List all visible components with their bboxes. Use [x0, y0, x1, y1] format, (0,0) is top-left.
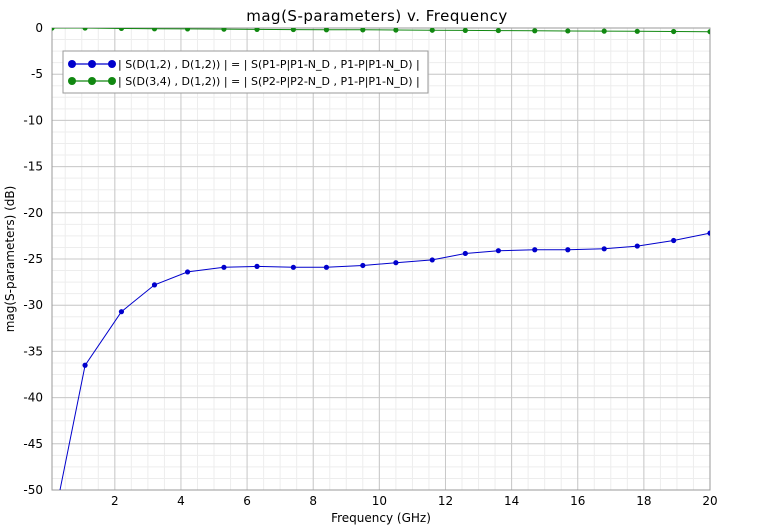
series-line-2 — [52, 28, 710, 33]
grid — [52, 27, 711, 491]
data-point — [323, 28, 330, 33]
data-point — [393, 28, 399, 33]
legend-label-1: | S(D(1,2) , D(1,2)) | = | S(P1-P|P1-N_D… — [118, 58, 420, 71]
data-point — [565, 28, 571, 34]
data-point — [52, 28, 55, 31]
legend-marker — [108, 60, 116, 68]
plot-area — [51, 27, 711, 491]
data-point — [707, 230, 710, 236]
x-tick-label: 4 — [177, 494, 185, 508]
chart-title: mag(S-parameters) v. Frequency — [246, 7, 507, 25]
data-point — [532, 28, 538, 34]
data-point — [360, 262, 366, 269]
y-tick-label: -40 — [23, 391, 43, 405]
legend-marker — [88, 60, 96, 68]
y-tick-label: -30 — [23, 298, 43, 312]
legend-marker — [108, 77, 116, 85]
x-axis-label: Frequency (GHz) — [331, 511, 431, 525]
data-point — [254, 28, 260, 32]
data-point — [118, 28, 125, 32]
y-tick-label: -25 — [23, 252, 43, 266]
data-point — [49, 527, 54, 532]
data-point — [393, 260, 399, 266]
x-tick-label: 6 — [243, 494, 251, 508]
data-point — [671, 237, 677, 244]
data-point — [565, 247, 571, 253]
data-point — [221, 28, 227, 32]
y-axis: 0 -5 -10 -15 -20 -25 -30 -35 -40 -45 -50 — [23, 21, 43, 497]
legend: | S(D(1,2) , D(1,2)) | = | S(P1-P|P1-N_D… — [62, 50, 429, 94]
series-layer — [49, 28, 710, 532]
y-tick-label: -10 — [23, 113, 43, 127]
data-point — [290, 264, 296, 270]
data-point — [151, 28, 158, 32]
y-tick-label: -15 — [23, 160, 43, 174]
y-tick-label: -50 — [23, 483, 43, 497]
data-point — [532, 247, 538, 253]
y-tick-label: -5 — [31, 67, 43, 81]
data-point — [221, 264, 227, 270]
legend-label-2: | S(D(3,4) , D(1,2)) | = | S(P2-P|P2-N_D… — [118, 75, 420, 88]
data-point — [290, 28, 296, 33]
data-point — [495, 28, 501, 34]
data-point — [184, 28, 191, 32]
y-tick-label: -20 — [23, 206, 43, 220]
data-point — [429, 28, 435, 33]
x-tick-label: 8 — [309, 494, 317, 508]
data-point — [634, 243, 640, 249]
data-point — [671, 28, 677, 35]
data-point — [601, 28, 607, 34]
series-line-1 — [59, 232, 710, 490]
data-point — [360, 28, 366, 33]
data-point — [601, 246, 607, 252]
data-point — [462, 250, 468, 257]
x-tick-label: 2 — [111, 494, 119, 508]
data-point — [323, 264, 330, 270]
data-point — [184, 269, 191, 275]
data-point — [707, 29, 710, 35]
data-point — [429, 257, 435, 263]
x-tick-label: 12 — [438, 494, 453, 508]
legend-marker — [68, 60, 76, 68]
data-point — [462, 28, 468, 34]
x-axis: 2 4 6 8 10 12 14 16 18 20 — [111, 494, 718, 508]
y-tick-label: 0 — [35, 21, 43, 35]
data-point — [118, 309, 125, 315]
legend-marker — [68, 77, 76, 85]
data-point — [82, 28, 88, 31]
data-point — [495, 248, 501, 254]
data-point — [82, 362, 88, 368]
y-tick-label: -35 — [23, 344, 43, 358]
data-point — [151, 282, 158, 288]
y-axis-label: mag(S-parameters) (dB) — [3, 186, 17, 333]
y-tick-label: -45 — [23, 437, 43, 451]
x-tick-label: 14 — [504, 494, 519, 508]
x-tick-label: 18 — [636, 494, 651, 508]
x-tick-label: 10 — [372, 494, 387, 508]
legend-box — [62, 50, 429, 94]
x-tick-label: 20 — [702, 494, 717, 508]
data-point — [254, 263, 260, 269]
x-tick-label: 16 — [570, 494, 585, 508]
legend-marker — [88, 77, 96, 85]
data-point — [634, 28, 640, 34]
